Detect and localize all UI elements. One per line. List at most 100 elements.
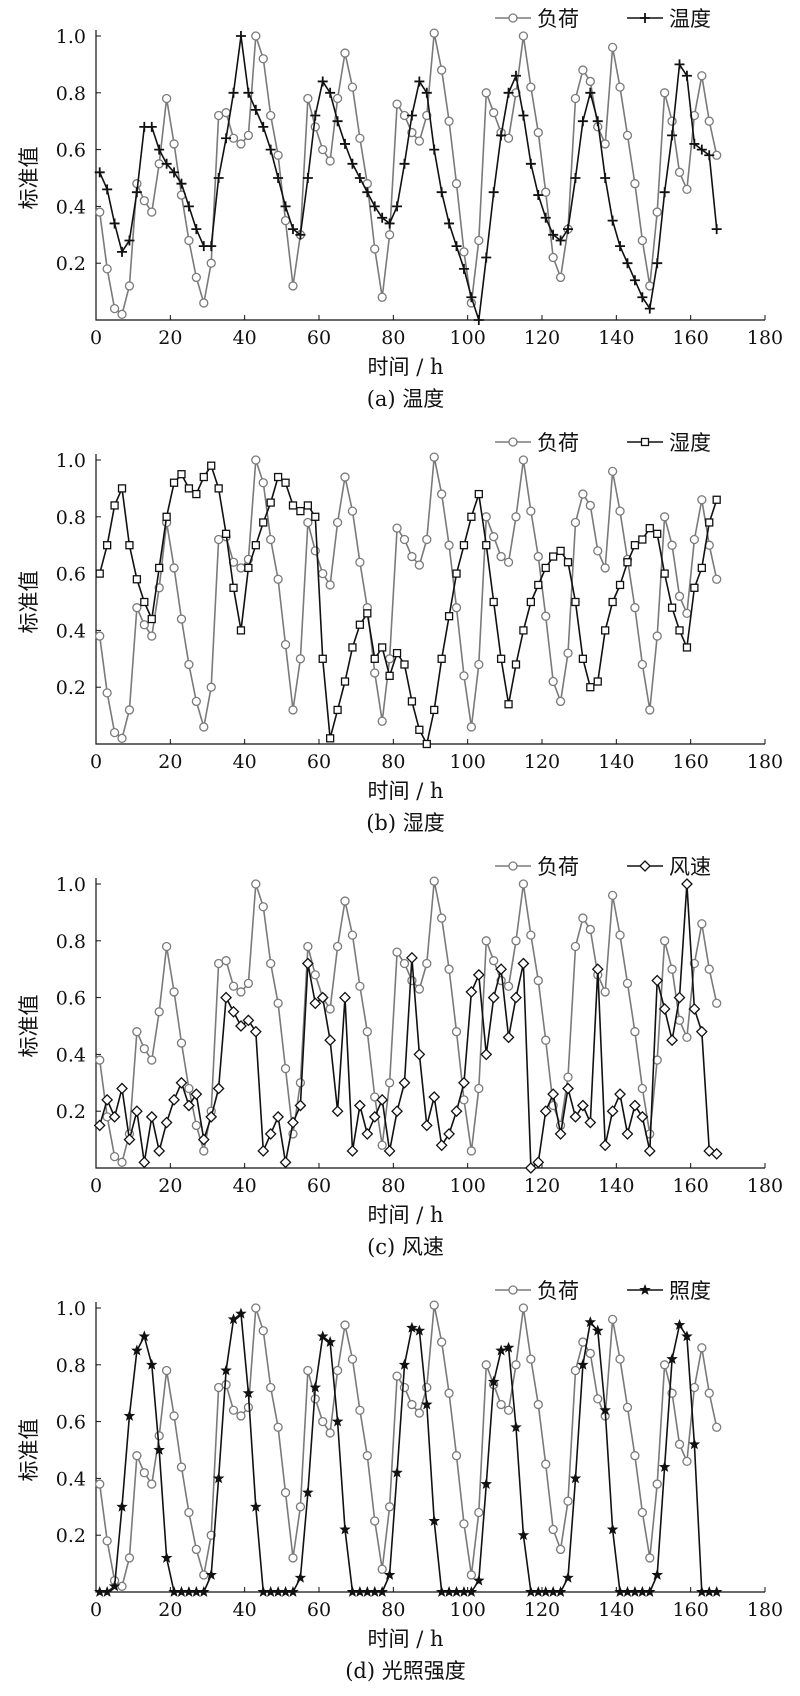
- x-tick-label: 120: [524, 1175, 560, 1197]
- data-point: [377, 292, 387, 302]
- data-point: [637, 659, 647, 670]
- data-point: [169, 987, 179, 997]
- data-point: [139, 1044, 149, 1054]
- data-point: [361, 1128, 374, 1140]
- data-point: [353, 1099, 366, 1112]
- data-point: [690, 583, 699, 592]
- data-point: [422, 1382, 432, 1393]
- data-point: [571, 597, 580, 607]
- data-point: [266, 958, 276, 969]
- data-point: [474, 235, 484, 246]
- data-point: [258, 54, 268, 64]
- data-point: [117, 246, 128, 257]
- data-point: [712, 574, 722, 584]
- data-point: [682, 643, 692, 652]
- data-point: [333, 705, 342, 715]
- data-point: [570, 517, 581, 528]
- data-point: [138, 1156, 151, 1169]
- data-point: [628, 1099, 641, 1112]
- data-point: [466, 292, 477, 303]
- y-tick-label: 0.8: [56, 83, 86, 105]
- chart-caption: (c) 风速: [367, 1235, 444, 1259]
- data-point: [280, 201, 291, 212]
- data-point: [563, 558, 573, 567]
- data-point: [377, 212, 388, 223]
- data-point: [376, 1093, 389, 1106]
- x-tick-label: 40: [233, 751, 257, 773]
- data-point: [450, 1105, 463, 1118]
- data-point: [585, 76, 595, 87]
- data-point: [212, 1472, 225, 1484]
- x-tick-label: 40: [233, 1599, 257, 1621]
- data-point: [688, 1003, 701, 1015]
- data-point: [607, 466, 618, 477]
- data-point: [273, 1422, 283, 1432]
- x-tick-label: 180: [747, 751, 783, 773]
- x-tick-label: 100: [450, 1175, 486, 1197]
- data-point: [228, 1405, 239, 1415]
- data-point: [569, 1472, 582, 1484]
- data-point: [212, 1082, 225, 1095]
- data-point: [495, 963, 508, 976]
- data-point: [645, 1553, 655, 1563]
- data-point: [578, 489, 588, 499]
- y-axis-label: 标准值: [17, 995, 41, 1058]
- x-tick-label: 60: [307, 1175, 331, 1197]
- chart-caption: (d) 光照强度: [345, 1659, 466, 1683]
- data-point: [414, 1408, 425, 1418]
- data-point: [451, 241, 462, 252]
- data-point: [236, 626, 246, 635]
- data-point: [259, 518, 268, 527]
- data-point: [214, 484, 223, 493]
- data-point: [199, 722, 209, 732]
- data-point: [161, 941, 172, 952]
- data-point: [266, 1382, 276, 1393]
- data-point: [697, 919, 707, 929]
- data-point: [444, 540, 454, 550]
- x-tick-label: 60: [307, 751, 331, 773]
- data-point: [630, 541, 640, 550]
- data-point: [102, 688, 112, 698]
- data-point: [704, 1388, 714, 1398]
- data-point: [347, 506, 358, 516]
- data-point: [637, 235, 647, 246]
- data-point: [525, 158, 536, 169]
- data-point: [95, 1055, 105, 1065]
- data-point: [563, 1496, 573, 1506]
- data-point: [184, 659, 194, 670]
- data-point: [311, 512, 320, 521]
- data-point: [705, 518, 714, 527]
- data-point: [257, 1145, 270, 1157]
- data-point: [637, 1507, 647, 1518]
- x-axis-label: 时间 / h: [368, 779, 444, 803]
- data-point: [147, 207, 157, 217]
- data-point: [392, 523, 402, 533]
- data-point: [510, 70, 521, 81]
- data-point: [652, 631, 662, 641]
- data-point: [184, 484, 194, 493]
- data-point: [622, 978, 633, 989]
- data-point: [251, 455, 261, 465]
- data-point: [169, 139, 179, 149]
- chart-caption: (a) 温度: [367, 387, 445, 411]
- data-point: [660, 569, 669, 578]
- legend: 负荷 照度: [495, 1279, 711, 1303]
- data-point: [391, 1105, 403, 1118]
- data-point: [340, 472, 350, 482]
- data-point: [502, 1341, 515, 1353]
- series-circle: [95, 876, 722, 1167]
- data-point: [660, 512, 670, 522]
- data-point: [697, 495, 707, 505]
- data-point: [355, 620, 365, 629]
- data-point: [169, 1411, 179, 1421]
- data-point: [273, 574, 283, 584]
- data-point: [190, 1088, 203, 1101]
- data-point: [324, 1034, 337, 1047]
- y-tick-label: 1.0: [56, 1298, 86, 1320]
- data-point: [124, 1553, 135, 1563]
- data-point: [451, 179, 462, 189]
- data-point: [399, 958, 410, 969]
- data-point: [489, 597, 498, 607]
- data-point: [532, 1156, 545, 1169]
- data-point: [235, 1307, 247, 1319]
